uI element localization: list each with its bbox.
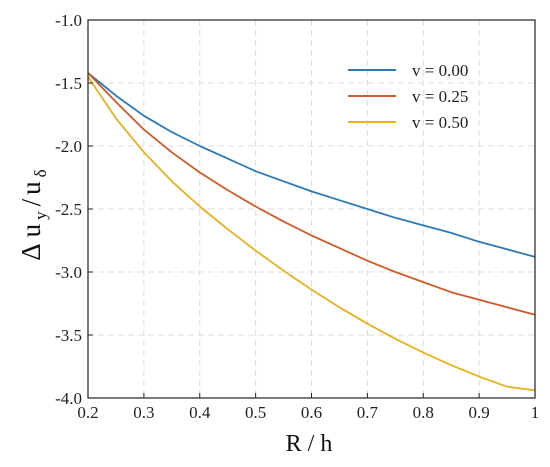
y-axis-title-delta: Δ (16, 243, 46, 260)
x-tick-label: 0.4 (189, 403, 211, 422)
x-tick-label: 0.7 (357, 403, 379, 422)
y-axis-title-u2: u (16, 181, 46, 195)
x-tick-label: 0.9 (469, 403, 490, 422)
y-tick-label: -1.5 (55, 74, 82, 93)
y-axis-title: Δ u y / u δ (16, 169, 50, 260)
x-axis-title: R / h (286, 431, 333, 457)
y-tick-label: -2.0 (55, 137, 82, 156)
y-axis-title-u: u (16, 223, 46, 237)
x-tick-label: 0.3 (133, 403, 154, 422)
y-axis-title-sub-y: y (31, 211, 50, 220)
y-tick-labels: -1.0 -1.5 -2.0 -2.5 -3.0 -3.5 -4.0 (55, 11, 82, 408)
y-tick-label: -3.0 (55, 263, 82, 282)
y-axis-title-sub-delta: δ (31, 169, 50, 177)
x-tick-label: 1 (531, 403, 540, 422)
x-tick-label: 0.8 (413, 403, 434, 422)
tick-marks (87, 19, 536, 399)
y-tick-label: -1.0 (55, 11, 82, 30)
y-tick-label: -4.0 (55, 389, 82, 408)
series-group (87, 72, 536, 392)
x-tick-label: 0.2 (77, 403, 98, 422)
series-line-1 (87, 72, 536, 316)
x-tick-label: 0.6 (301, 403, 322, 422)
y-tick-label: -3.5 (55, 326, 82, 345)
y-axis-title-slash: / (16, 198, 46, 206)
series-line-2 (87, 76, 536, 392)
legend-label-2: v = 0.50 (412, 113, 468, 132)
grid (88, 20, 535, 398)
legend-label-0: v = 0.00 (412, 61, 468, 80)
legend-label-1: v = 0.25 (412, 87, 468, 106)
series-line-0 (87, 72, 536, 258)
legend: v = 0.00 v = 0.25 v = 0.50 (348, 61, 468, 132)
x-tick-labels: 0.2 0.3 0.4 0.5 0.6 0.7 0.8 0.9 1 (77, 403, 539, 422)
x-tick-label: 0.5 (245, 403, 266, 422)
y-tick-label: -2.5 (55, 200, 82, 219)
